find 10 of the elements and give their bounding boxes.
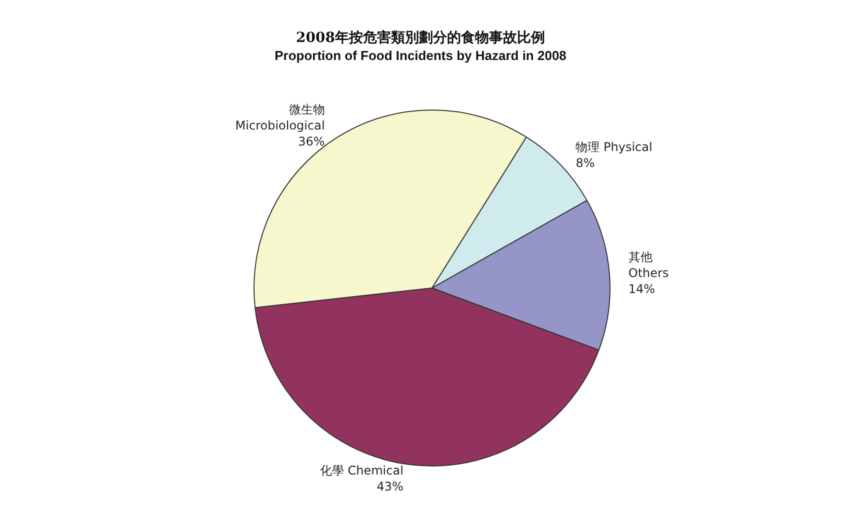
slice-label: 微生物 Microbiological [235, 102, 325, 132]
chart-subtitle: Proportion of Food Incidents by Hazard in 2008 [274, 48, 566, 63]
data-label: 43% [376, 480, 404, 494]
slice-label: 化學 Chemical [320, 464, 404, 478]
slice-label: 其他 Others [628, 250, 669, 280]
data-label: 8% [576, 156, 595, 170]
chart-title: 2008年按危害類別劃分的食物事故比例 [296, 29, 545, 46]
data-label: 36% [298, 134, 325, 148]
slice-label: 物理 Physical [576, 140, 652, 154]
data-label: 14% [628, 282, 656, 296]
